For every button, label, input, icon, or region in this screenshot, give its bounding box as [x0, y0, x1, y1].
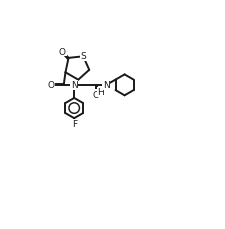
Text: O: O	[47, 81, 54, 90]
Text: S: S	[81, 52, 86, 61]
Text: O: O	[59, 47, 66, 56]
Text: H: H	[97, 88, 104, 97]
Text: O: O	[92, 90, 99, 99]
Text: N: N	[103, 81, 110, 90]
Text: F: F	[72, 120, 77, 129]
Text: N: N	[71, 81, 78, 90]
